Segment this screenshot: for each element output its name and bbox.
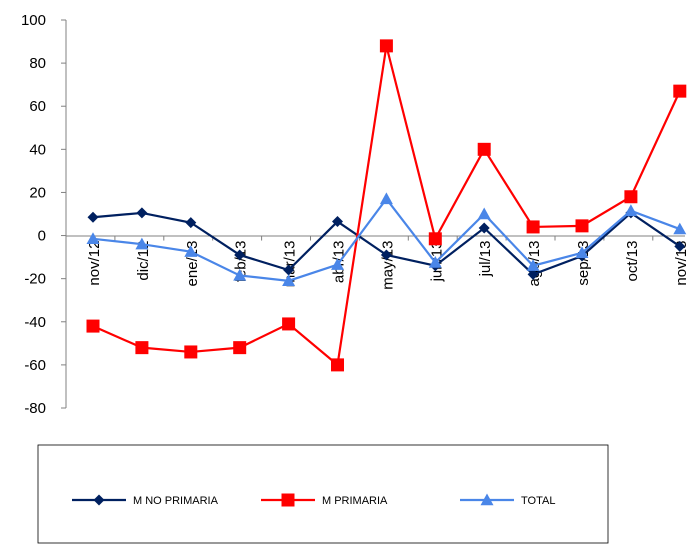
data-point-m-no-primaria <box>478 222 490 234</box>
data-point-total <box>575 246 589 258</box>
y-tick-label: 100 <box>21 12 46 29</box>
data-point-m-primaria <box>86 319 100 333</box>
data-point-m-primaria <box>575 219 589 233</box>
data-point-m-primaria <box>135 341 149 355</box>
data-point-m-no-primaria <box>674 240 686 252</box>
y-tick-label: 60 <box>29 98 46 115</box>
data-point-m-primaria <box>331 358 344 372</box>
data-point-total <box>379 192 393 205</box>
x-tick-label: nov/12 <box>86 241 103 286</box>
data-point-m-primaria <box>184 345 198 359</box>
data-point-m-no-primaria <box>527 268 539 280</box>
data-point-m-no-primaria <box>87 211 99 223</box>
data-point-total <box>233 268 247 281</box>
legend-label-m-primaria: M PRIMARIA <box>322 495 388 507</box>
data-point-total <box>428 256 442 268</box>
x-tick-label: mar/13 <box>282 241 299 288</box>
y-tick-label: 80 <box>29 55 46 72</box>
y-tick-label: -40 <box>24 314 46 331</box>
y-tick-label: -60 <box>24 357 46 374</box>
x-tick-label: nov/13 <box>673 241 690 286</box>
data-point-m-no-primaria <box>136 207 148 219</box>
data-point-total <box>477 207 491 220</box>
data-point-total <box>331 258 344 270</box>
series-line-m-primaria <box>92 45 681 367</box>
data-point-m-no-primaria <box>332 216 343 228</box>
data-point-m-primaria <box>673 84 687 98</box>
x-tick-label: jul/13 <box>477 241 494 278</box>
legend-marker-total <box>480 493 494 506</box>
data-point-total <box>184 245 198 257</box>
legend-label-total: TOTAL <box>521 495 555 507</box>
x-tick-label: ene/13 <box>184 241 201 287</box>
data-point-m-no-primaria <box>380 249 392 261</box>
data-point-total <box>86 232 100 244</box>
y-tick-label: -80 <box>24 400 46 417</box>
y-axis-ticks: 100 80 60 40 20 0 -20 -40 -60 -80 <box>21 12 66 417</box>
data-point-total <box>673 222 687 235</box>
x-axis-ticks: nov/12dic/12ene/13feb/13mar/13abr/13may/… <box>65 235 690 290</box>
data-point-m-primaria <box>526 220 540 234</box>
y-tick-label: 20 <box>29 184 46 201</box>
x-tick-label: dic/12 <box>135 241 152 281</box>
data-point-m-no-primaria <box>283 264 295 276</box>
x-tick-label: may/13 <box>379 241 396 290</box>
data-point-m-no-primaria <box>185 217 197 229</box>
data-point-m-primaria <box>233 341 247 355</box>
data-point-total <box>282 274 296 287</box>
legend-marker-m-primaria <box>281 493 295 507</box>
data-point-m-primaria <box>428 232 442 246</box>
data-point-m-primaria <box>282 317 296 331</box>
legend-frame <box>37 444 609 544</box>
data-point-m-primaria <box>379 39 393 53</box>
data-point-total <box>135 237 149 250</box>
y-tick-label: 40 <box>29 141 46 158</box>
series-layer <box>86 39 687 372</box>
legend-label-m-no-primaria: M NO PRIMARIA <box>133 495 219 507</box>
x-tick-label: feb/13 <box>233 241 250 283</box>
y-tick-label: -20 <box>24 271 46 288</box>
data-point-total <box>526 259 540 271</box>
data-point-m-primaria <box>624 190 638 204</box>
legend-marker-m-no-primaria <box>93 494 105 506</box>
data-point-m-no-primaria <box>234 249 246 261</box>
data-point-total <box>624 204 638 216</box>
legend: M NO PRIMARIA M PRIMARIA TOTAL <box>37 444 609 544</box>
data-point-m-primaria <box>477 142 491 156</box>
x-tick-label: oct/13 <box>624 241 641 282</box>
y-tick-label: 0 <box>38 228 46 245</box>
